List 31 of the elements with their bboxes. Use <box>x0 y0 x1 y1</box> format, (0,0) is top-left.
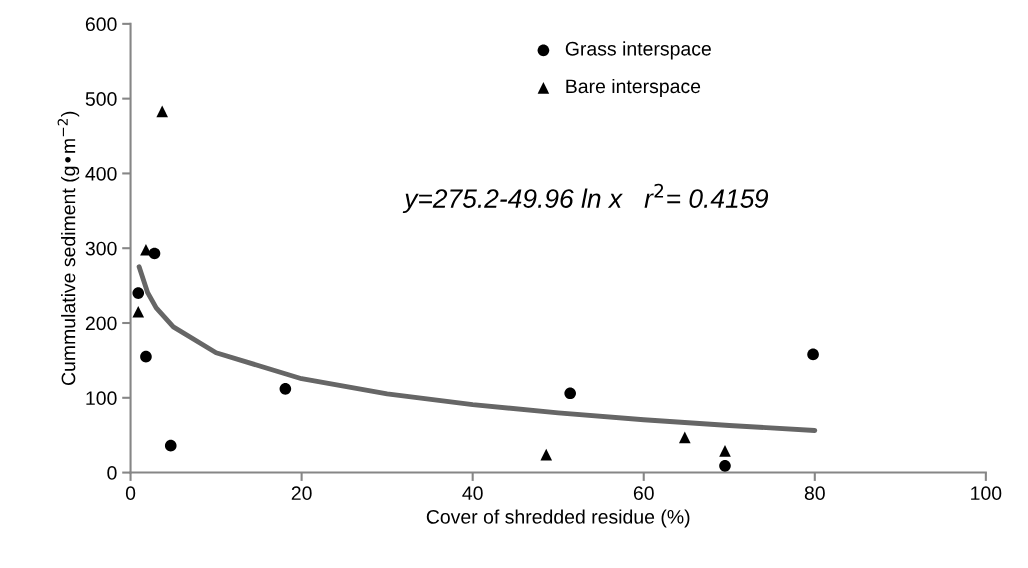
y-axis-title: Cummulative sediment (g•m$^{−2}$) <box>57 111 80 385</box>
y-tick-label: 0 <box>107 466 117 480</box>
y-tick-label: 200 <box>85 316 117 331</box>
y-tick-label: 100 <box>86 391 117 406</box>
annotation: y=275.2-49.96 ln x r$^{2}$= 0.4159 <box>402 183 769 214</box>
y-tick-label: 400 <box>85 166 117 181</box>
point <box>132 305 145 318</box>
x-tick-label: 60 <box>633 486 654 501</box>
x-tick-label: 0 <box>125 486 136 501</box>
point <box>132 287 145 299</box>
legend-label: Bare interspace <box>566 78 701 98</box>
point <box>719 460 731 472</box>
line-series <box>136 264 818 433</box>
point <box>564 387 576 400</box>
y-tick-label: 500 <box>85 92 117 106</box>
point <box>807 348 819 361</box>
point <box>279 383 292 395</box>
x-tick-label: 40 <box>462 486 483 501</box>
y-tick-label: 600 <box>85 17 117 32</box>
point <box>678 431 691 444</box>
x-tick-label: 80 <box>804 486 825 501</box>
x-tick-label: 100 <box>971 486 1002 501</box>
x-tick-label: 20 <box>291 486 312 501</box>
point <box>156 105 169 118</box>
point <box>164 439 177 452</box>
legend-label: Grass interspace <box>565 41 711 60</box>
x-axis-title: Cover of shredded residue (%) <box>426 509 690 528</box>
point <box>719 445 731 457</box>
y-tick-label: 300 <box>85 241 117 256</box>
point <box>140 350 152 363</box>
point <box>540 448 553 461</box>
